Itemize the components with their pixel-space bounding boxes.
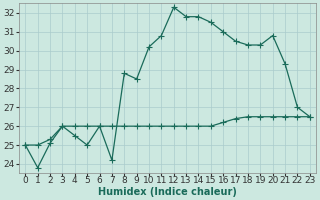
X-axis label: Humidex (Indice chaleur): Humidex (Indice chaleur) bbox=[98, 187, 237, 197]
